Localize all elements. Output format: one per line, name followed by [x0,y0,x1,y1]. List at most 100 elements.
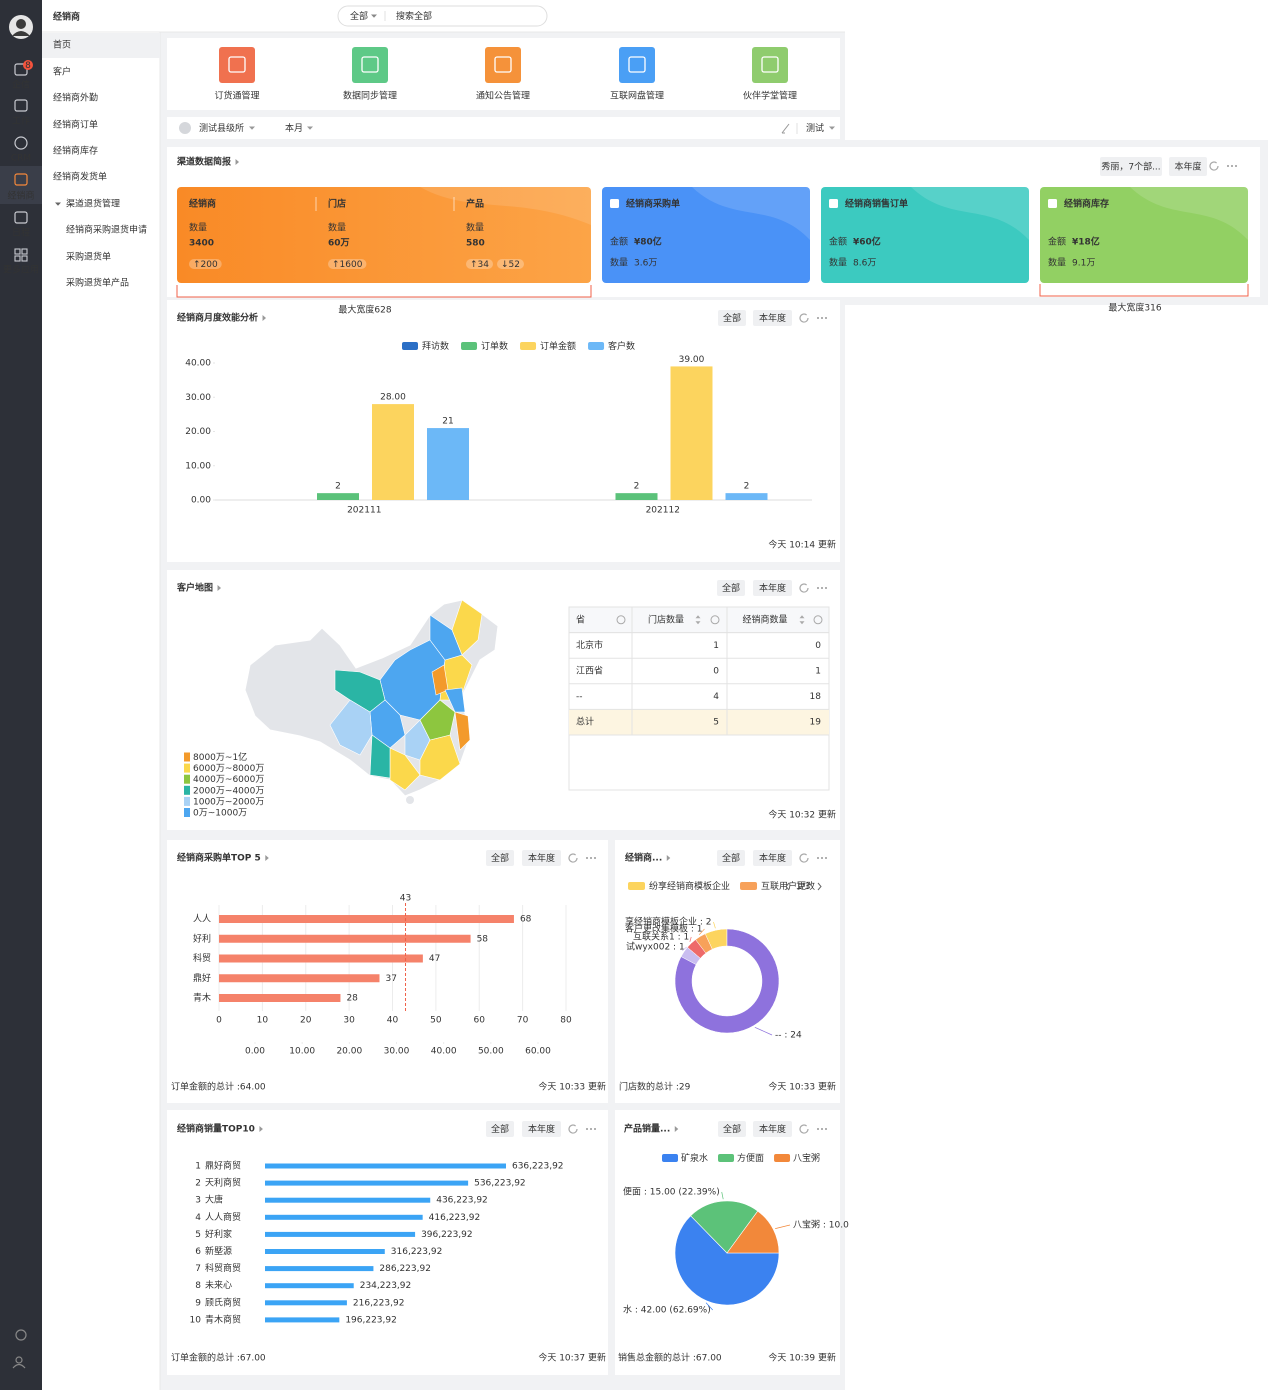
filter-button[interactable] [718,310,746,326]
more-dot[interactable] [821,857,823,859]
card-title: 产品销量... [624,1123,670,1135]
more-dot[interactable] [825,1128,827,1130]
period-filter[interactable]: 本月 [285,122,303,134]
view-filter[interactable]: 测试 [806,122,824,134]
nav-label[interactable]: 更多应用 [3,264,39,276]
filter-icon[interactable] [813,615,823,625]
caret [217,585,222,591]
table-cell[interactable]: 19 [810,718,822,728]
filter-button[interactable] [753,850,792,866]
app-label[interactable]: 订货通管理 [214,90,259,102]
filter-button[interactable] [753,310,792,326]
nav-label[interactable]: 企信 [12,79,30,91]
edit-icon[interactable] [781,123,790,134]
pager-prev[interactable] [785,882,790,891]
more-dot[interactable] [825,317,827,319]
search-box[interactable] [337,5,548,27]
sort-icon[interactable] [695,615,701,625]
app-icon[interactable] [485,47,521,83]
more-dot[interactable] [817,587,819,589]
more-dot[interactable] [594,1128,596,1130]
filter-icon[interactable] [616,615,626,625]
user-icon[interactable] [15,1356,23,1364]
menu-item[interactable]: 经销商订单 [53,119,98,131]
nav-icon[interactable] [14,255,21,262]
y-tick-label: 顾氏商贸 [205,1296,241,1308]
filter-button[interactable] [1169,157,1207,176]
nav-icon[interactable] [14,211,28,224]
menu-item[interactable]: 经销商发货单 [53,171,107,183]
menu-subitem[interactable]: 采购退货单产品 [66,277,129,289]
filter-button[interactable] [717,850,745,866]
filter-button[interactable] [753,580,792,596]
nav-label[interactable]: CRM [11,154,31,164]
menu-subitem[interactable]: 采购退货单 [66,251,111,263]
more-dot[interactable] [817,317,819,319]
more-dot[interactable] [594,857,596,859]
more-dot[interactable] [825,857,827,859]
settings-icon[interactable] [15,1329,27,1341]
nav-label[interactable]: 工作 [12,115,30,127]
filter-button[interactable] [753,1121,792,1137]
more-dot[interactable] [586,1128,588,1130]
more-dot[interactable] [586,857,588,859]
filter-icon[interactable] [710,615,720,625]
more-dot[interactable] [821,317,823,319]
app-icon[interactable] [619,47,655,83]
nav-label[interactable]: 经销商 [7,190,34,202]
search-scope[interactable]: 全部 [350,10,368,22]
refresh-icon[interactable] [799,583,809,593]
refresh-icon[interactable] [1209,161,1219,171]
bar-value-label: 536,223,92 [474,1179,526,1189]
more-dot[interactable] [817,1128,819,1130]
table-cell[interactable]: 5 [713,718,719,728]
nav-icon[interactable] [21,255,28,262]
more-dot[interactable] [590,857,592,859]
filter-button[interactable] [717,580,745,596]
filter-button[interactable] [718,1121,746,1137]
refresh-icon[interactable] [799,313,809,323]
app-icon[interactable] [752,47,788,83]
org-filter[interactable]: 测试县级所 [199,122,244,134]
menu-item[interactable]: 客户 [53,66,71,78]
more-dot[interactable] [590,1128,592,1130]
app-label[interactable]: 互联网盘管理 [610,90,664,102]
slice-label: 试wyx002 : 1 [626,941,685,953]
menu-item[interactable]: 渠道退货管理 [66,198,120,210]
pager-next[interactable] [817,882,822,891]
more-dot[interactable] [821,587,823,589]
refresh-icon[interactable] [568,853,578,863]
app-icon[interactable] [219,47,255,83]
menu-item[interactable]: 经销商库存 [53,145,98,157]
filter-button[interactable] [486,1121,514,1137]
nav-icon[interactable] [14,136,28,150]
table-cell[interactable]: 1 [815,667,821,677]
table-cell[interactable]: 1 [713,641,719,651]
refresh-icon[interactable] [799,1124,809,1134]
app-icon[interactable] [352,47,388,83]
nav-icon[interactable] [14,173,28,186]
more-dot[interactable] [1235,165,1237,167]
menu-item[interactable]: 首页 [53,39,71,51]
sort-icon[interactable] [799,615,805,625]
refresh-icon[interactable] [799,853,809,863]
nav-label[interactable]: 日程 [12,228,30,239]
refresh-icon[interactable] [568,1124,578,1134]
nav-icon[interactable] [14,99,28,112]
nav-icon[interactable] [21,248,28,255]
filter-button[interactable] [522,850,561,866]
filter-button[interactable] [486,850,514,866]
more-dot[interactable] [825,587,827,589]
filter-button[interactable] [1100,157,1162,176]
filter-button[interactable] [522,1121,561,1137]
more-dot[interactable] [821,1128,823,1130]
more-dot[interactable] [1227,165,1229,167]
app-label[interactable]: 通知公告管理 [476,90,530,102]
more-dot[interactable] [817,857,819,859]
nav-icon[interactable] [14,248,21,255]
menu-subitem[interactable]: 经销商采购退货申请 [66,224,147,236]
app-label[interactable]: 数据同步管理 [343,90,397,102]
more-dot[interactable] [1231,165,1233,167]
app-label[interactable]: 伙伴学堂管理 [743,90,797,102]
menu-item[interactable]: 经销商外勤 [53,92,98,104]
